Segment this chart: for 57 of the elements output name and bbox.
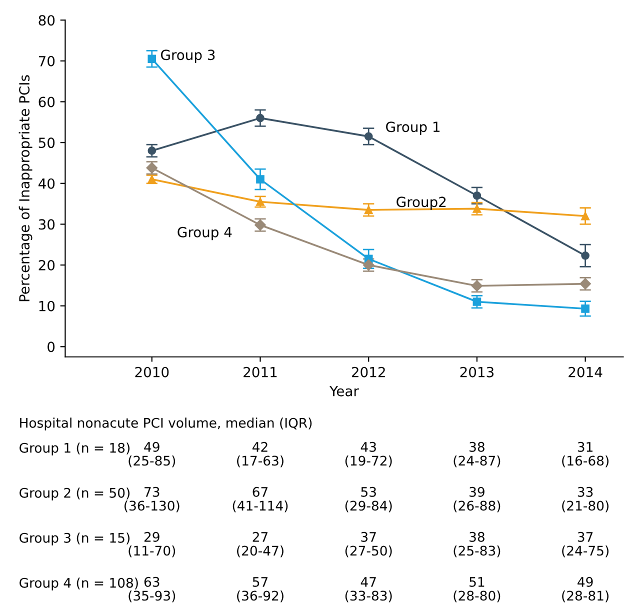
y-axis-title: Percentage of Inappropriate PCIs xyxy=(18,75,32,302)
point xyxy=(146,162,158,174)
text: Group 3 (n = 15) xyxy=(20,532,130,546)
text: 29 (11-70) xyxy=(128,532,176,558)
text: 31 (16-68) xyxy=(562,442,608,468)
y-tick-label: 30 xyxy=(38,219,55,230)
x-tick-label: 2012 xyxy=(352,366,385,378)
text: 49 (25-85) xyxy=(128,442,176,468)
text: 47 (33-83) xyxy=(345,577,392,602)
series-label: Group 4 xyxy=(178,226,232,240)
point xyxy=(364,132,373,141)
x-tick-label: 2013 xyxy=(460,366,494,378)
y-tick-label: 70 xyxy=(38,56,55,66)
x-tick-label: 2011 xyxy=(244,366,277,378)
y-tick-label: 0 xyxy=(48,342,55,352)
x-tick-label: 2014 xyxy=(568,366,602,378)
y-tick-label: 40 xyxy=(38,178,55,189)
y-tick-label: 10 xyxy=(39,300,55,312)
x-tick-label: 2010 xyxy=(135,366,169,378)
text: 51 (28-80) xyxy=(454,577,500,602)
text: 67 (41-114) xyxy=(232,486,288,512)
y-tick-label: 20 xyxy=(38,260,55,270)
point xyxy=(148,54,156,64)
text: Group 4 (n = 108) xyxy=(20,578,138,590)
point xyxy=(256,114,264,122)
text: 37 (24-75) xyxy=(562,532,608,558)
point xyxy=(472,298,482,306)
point xyxy=(581,251,590,260)
text: 57 (36-92) xyxy=(237,577,284,602)
y-tick-label: 60 xyxy=(38,96,55,108)
point xyxy=(148,146,156,155)
text: Hospital nonacute PCI volume, median (IQR) xyxy=(20,418,312,430)
series-label: Group 1 xyxy=(386,122,440,135)
text: 42 (17-63) xyxy=(237,442,284,468)
point xyxy=(364,206,373,214)
point xyxy=(256,175,264,184)
point xyxy=(472,204,482,213)
text: 37 (27-50) xyxy=(345,532,392,558)
text: 49 (28-81) xyxy=(562,576,608,602)
text: Group 2 (n = 50) xyxy=(20,488,130,500)
x-axis-title: Year xyxy=(329,386,359,396)
point xyxy=(581,212,590,220)
y-tick-label: 50 xyxy=(38,138,55,148)
y-tick-label: 80 xyxy=(38,15,55,26)
text: 27 (20-47) xyxy=(237,532,284,558)
text: 53 (29-84) xyxy=(345,486,392,512)
series-label: Group2 xyxy=(396,196,446,210)
point xyxy=(581,304,590,313)
point xyxy=(256,198,264,206)
text: 39 (26-88) xyxy=(454,486,500,512)
text: Group 1 (n = 18) xyxy=(20,442,130,456)
series-label: Group 3 xyxy=(161,50,215,63)
text: 38 (25-83) xyxy=(454,532,500,558)
point xyxy=(472,191,482,200)
text: 38 (24-87) xyxy=(454,442,500,468)
text: 43 (19-72) xyxy=(345,442,392,468)
text: 33 (21-80) xyxy=(562,486,608,512)
